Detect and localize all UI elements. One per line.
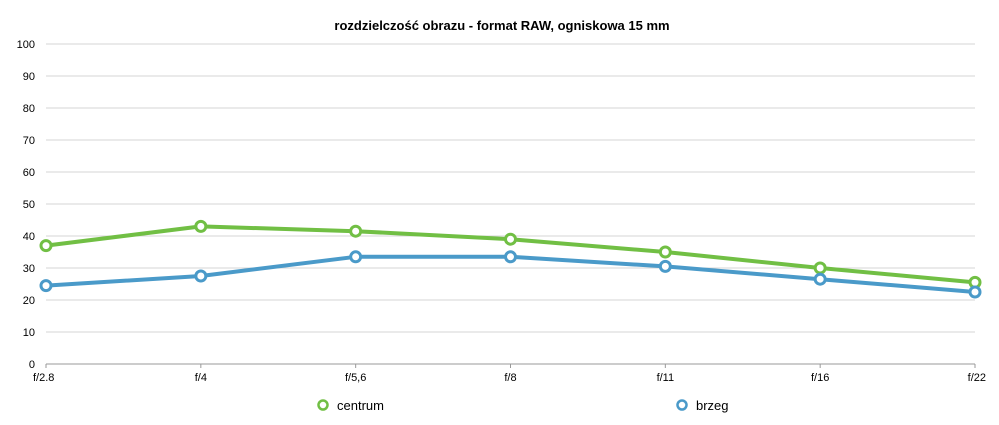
data-point: [658, 245, 672, 259]
data-point: [39, 279, 53, 293]
legend-item-centrum: centrum: [317, 398, 384, 413]
y-tick-label: 60: [23, 167, 35, 179]
y-tick-label: 40: [23, 231, 35, 243]
legend-label: centrum: [337, 398, 384, 413]
y-tick-label: 30: [23, 263, 35, 275]
x-tick-label: f/2.8: [33, 372, 54, 384]
y-tick-label: 0: [29, 359, 35, 371]
x-tick-label: f/22: [968, 372, 986, 384]
legend-item-brzeg: brzeg: [676, 398, 729, 413]
data-point: [658, 259, 672, 273]
data-point: [194, 219, 208, 233]
y-tick-label: 20: [23, 295, 35, 307]
legend-marker: [676, 399, 688, 411]
y-tick-label: 10: [23, 327, 35, 339]
legend-marker: [317, 399, 329, 411]
data-point: [39, 239, 53, 253]
y-tick-label: 80: [23, 103, 35, 115]
data-point: [349, 224, 363, 238]
y-tick-label: 100: [17, 39, 35, 51]
chart-title: rozdzielczość obrazu - format RAW, ognis…: [334, 18, 669, 33]
x-tick-label: f/16: [811, 372, 829, 384]
y-tick-label: 70: [23, 135, 35, 147]
data-point: [194, 269, 208, 283]
data-point: [349, 250, 363, 264]
y-tick-label: 90: [23, 71, 35, 83]
x-tick-label: f/4: [195, 372, 207, 384]
legend: centrum brzeg: [317, 398, 729, 413]
x-tick-label: f/11: [657, 372, 675, 384]
x-axis-ticks: f/2.8 f/4 f/5,6 f/8 f/11 f/16 f/22: [33, 364, 986, 384]
x-tick-label: f/5,6: [345, 372, 366, 384]
series-brzeg: [39, 250, 982, 299]
y-tick-label: 50: [23, 199, 35, 211]
data-point: [813, 261, 827, 275]
gridlines: [46, 43, 975, 365]
x-tick-label: f/8: [504, 372, 516, 384]
data-point: [968, 285, 982, 299]
y-axis-ticks: 0 10 20 30 40 50 60 70 80 90 100: [17, 39, 35, 371]
data-point: [813, 272, 827, 286]
series-centrum: [39, 219, 982, 289]
data-point: [504, 250, 517, 264]
series-group: [39, 219, 982, 299]
data-point: [504, 232, 517, 246]
legend-label: brzeg: [696, 398, 729, 413]
